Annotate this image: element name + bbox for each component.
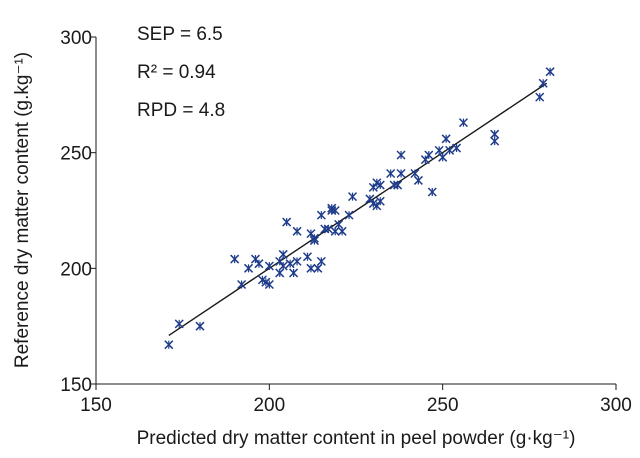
x-tick-label: 250 [427, 395, 459, 416]
data-point [545, 67, 555, 77]
y-tick-label: 200 [60, 259, 92, 280]
x-tick-label: 300 [600, 395, 632, 416]
data-point [427, 187, 437, 197]
data-point [445, 145, 455, 155]
data-point [344, 210, 354, 220]
data-point [396, 150, 406, 160]
data-point [424, 150, 434, 160]
data-point [289, 268, 299, 278]
data-point [292, 256, 302, 266]
data-point [230, 254, 240, 264]
y-tick-label: 250 [60, 144, 92, 165]
data-point [316, 256, 326, 266]
data-point [490, 136, 500, 146]
data-point [441, 134, 451, 144]
data-point [323, 224, 333, 234]
data-point [535, 92, 545, 102]
data-point [393, 180, 403, 190]
data-point [292, 226, 302, 236]
x-axis-label: Predicted dry matter content in peel pow… [137, 428, 576, 449]
data-point [438, 152, 448, 162]
data-point [302, 252, 312, 262]
y-tick-group: 150 200 250 300 [60, 28, 96, 396]
y-axis-label: Reference dry matter content (g.kg⁻¹) [12, 52, 33, 368]
data-point [174, 319, 184, 329]
data-point [375, 196, 385, 206]
data-point [285, 259, 295, 269]
data-point [396, 168, 406, 179]
data-point [195, 321, 205, 331]
data-point [309, 236, 319, 246]
data-point [237, 279, 247, 290]
data-point [282, 217, 292, 227]
annotation-sep: SEP = 6.5 [137, 24, 223, 45]
data-point [337, 226, 347, 236]
data-point [375, 180, 385, 190]
data-points [164, 67, 555, 350]
data-point [316, 210, 326, 220]
x-tick-group: 150 200 250 300 [80, 384, 632, 416]
data-point [368, 182, 378, 192]
y-tick-label: 300 [60, 28, 92, 49]
data-point [264, 261, 274, 271]
data-point [386, 168, 396, 179]
x-tick-label: 200 [253, 395, 285, 416]
data-point [254, 259, 264, 269]
data-point [330, 205, 340, 216]
data-point [413, 175, 423, 185]
regression-line [168, 82, 548, 337]
data-point [278, 249, 288, 259]
data-point [278, 261, 288, 271]
data-point [452, 143, 462, 153]
data-point [244, 263, 254, 273]
data-point [372, 201, 382, 211]
y-tick-label: 150 [60, 375, 92, 396]
data-point [538, 78, 548, 88]
data-point [348, 192, 358, 202]
annotation-rpd: RPD = 4.8 [137, 100, 225, 121]
data-point [250, 254, 260, 264]
data-point [264, 279, 274, 290]
data-point [420, 155, 430, 165]
data-point [164, 340, 174, 350]
data-point [458, 118, 468, 128]
annotation-r2: R² = 0.94 [137, 62, 216, 83]
data-point [490, 129, 500, 139]
data-point [306, 263, 316, 273]
x-tick-label: 150 [80, 395, 112, 416]
data-point [365, 194, 375, 204]
